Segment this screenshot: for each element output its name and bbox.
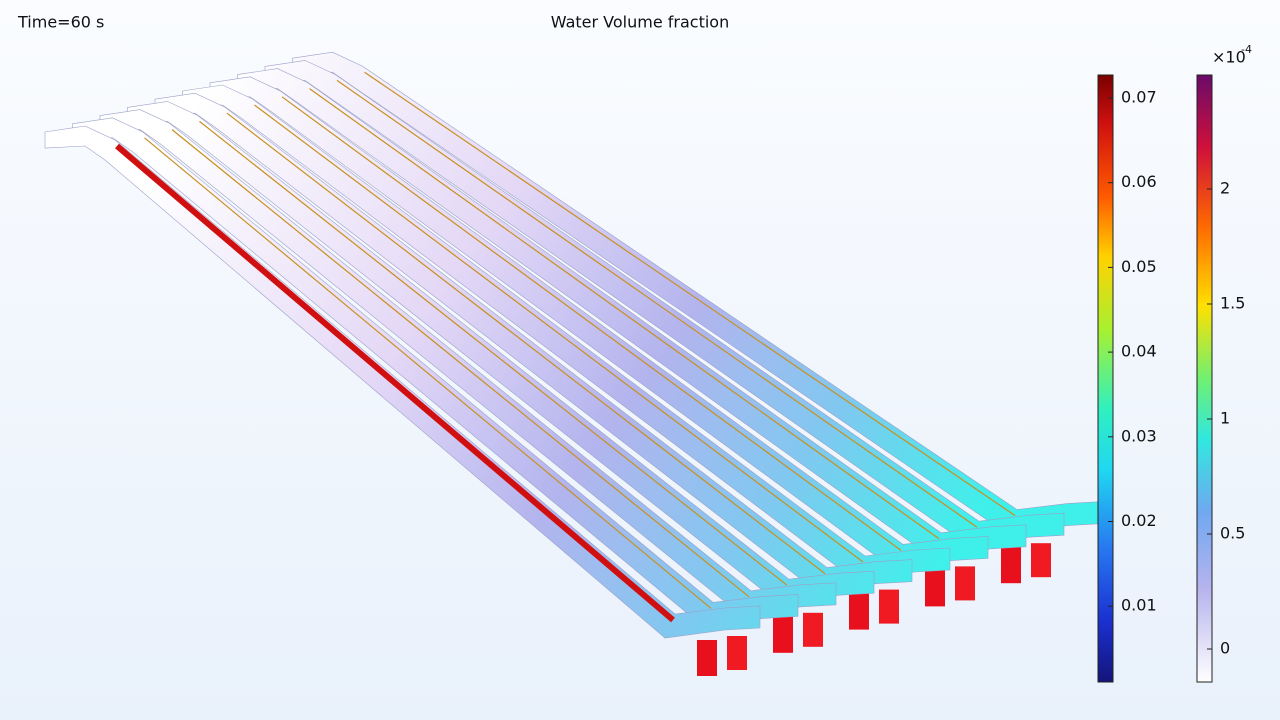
outlet-block xyxy=(727,636,747,670)
channel-edge xyxy=(226,112,826,575)
outlet-block xyxy=(849,593,869,630)
colorbar-tick-label: 0.02 xyxy=(1121,511,1157,530)
colorbar-tick-label: 0.04 xyxy=(1121,342,1157,361)
channel xyxy=(154,92,913,592)
channel xyxy=(209,76,989,569)
channel xyxy=(44,125,761,639)
colorbar-tick-label: 0.07 xyxy=(1121,88,1157,107)
outlet-block xyxy=(879,589,899,624)
channel-edge xyxy=(281,96,902,551)
colorbar xyxy=(1196,74,1213,683)
colorbar xyxy=(1097,74,1114,683)
channel xyxy=(127,101,875,604)
colorbar-tick-label: 0 xyxy=(1220,639,1230,658)
outlet-block xyxy=(803,612,823,647)
model xyxy=(44,51,1103,676)
colorbar-tick-label: 2 xyxy=(1220,179,1230,198)
channel xyxy=(99,109,837,616)
channel-edge xyxy=(171,129,750,598)
colorbar-tick-label: 0.5 xyxy=(1220,524,1245,543)
colorbar-tick-label: 1 xyxy=(1220,409,1230,428)
channel xyxy=(182,84,951,581)
channel-edge xyxy=(115,143,675,623)
colorbar-tick-label: 0.06 xyxy=(1121,172,1157,191)
outlet-block xyxy=(697,640,717,676)
channel xyxy=(72,117,799,627)
outlet-block xyxy=(1031,543,1051,578)
outlet-block xyxy=(1001,547,1021,584)
colorbar-tick-label: 0.05 xyxy=(1121,257,1157,276)
channel-edge xyxy=(364,71,1016,517)
channel-edge xyxy=(309,88,940,540)
plot-title: Water Volume fraction xyxy=(551,13,729,32)
channel-edge xyxy=(336,79,978,528)
channel xyxy=(264,60,1065,546)
outlet-block xyxy=(955,566,975,601)
outlet-block xyxy=(925,570,945,607)
channel xyxy=(237,68,1027,558)
colorbar-multiplier: ×10 xyxy=(1212,48,1246,67)
colorbar-tick-label: 0.01 xyxy=(1121,596,1157,615)
channel-edge xyxy=(199,120,788,586)
time-label: Time=60 s xyxy=(17,13,104,32)
channel-edge xyxy=(144,137,712,609)
colorbar-exponent: -4 xyxy=(1241,43,1252,56)
channel-edge xyxy=(254,104,864,563)
outlet-block xyxy=(773,616,793,653)
colorbar-tick-label: 1.5 xyxy=(1220,294,1245,313)
colorbar-tick-label: 0.03 xyxy=(1121,426,1157,445)
